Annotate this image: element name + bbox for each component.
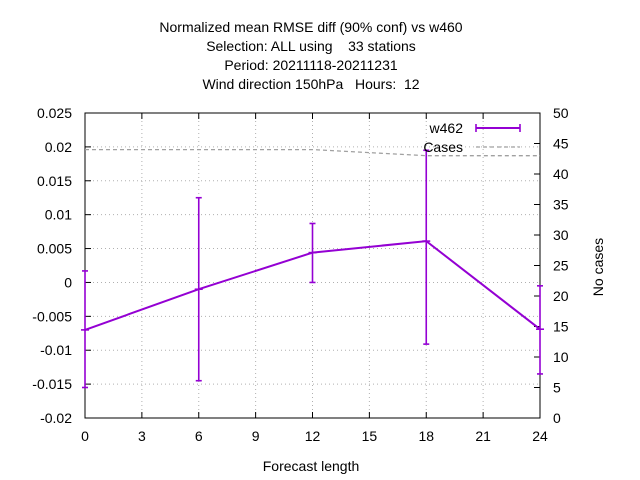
- title-line: Normalized mean RMSE diff (90% conf) vs …: [159, 19, 462, 35]
- x-tick-label: 0: [81, 428, 89, 444]
- y2-tick-label: 30: [553, 227, 569, 243]
- x-tick-label: 6: [195, 428, 203, 444]
- y2-tick-label: 10: [553, 349, 569, 365]
- chart-title: Normalized mean RMSE diff (90% conf) vs …: [159, 19, 462, 92]
- legend: w462 Cases: [423, 120, 521, 155]
- y2-axis: 0 5 10 15 20 25 30 35 40 45 50: [534, 105, 569, 426]
- title-line: Period: 20211118-20211231: [224, 57, 398, 73]
- y-tick-label: 0.005: [37, 241, 72, 257]
- y-tick-label: 0.01: [45, 207, 72, 223]
- x-axis: 0 3 6 9 12 15 18 21 24: [81, 113, 548, 444]
- title-line: Selection: ALL using 33 stations: [206, 38, 416, 54]
- x-tick-label: 15: [362, 428, 378, 444]
- y-tick-label: -0.02: [40, 410, 72, 426]
- y2-tick-label: 15: [553, 319, 569, 335]
- x-tick-label: 9: [252, 428, 260, 444]
- y-tick-label: -0.015: [32, 376, 72, 392]
- cases-line: [85, 148, 540, 157]
- y-tick-label: 0.02: [45, 139, 72, 155]
- y2-tick-label: 20: [553, 288, 569, 304]
- y2-axis-label: No cases: [590, 238, 606, 296]
- x-tick-label: 24: [532, 428, 548, 444]
- y2-tick-label: 35: [553, 197, 569, 213]
- y-tick-label: -0.01: [40, 342, 72, 358]
- y-tick-label: -0.005: [32, 308, 72, 324]
- y2-tick-label: 40: [553, 166, 569, 182]
- series-layer: [81, 148, 544, 389]
- y2-tick-label: 5: [553, 380, 561, 396]
- x-tick-label: 3: [138, 428, 146, 444]
- y2-tick-label: 45: [553, 136, 569, 152]
- y-tick-label: 0.015: [37, 173, 72, 189]
- title-line: Wind direction 150hPa Hours: 12: [202, 76, 419, 92]
- x-axis-label: Forecast length: [263, 458, 360, 474]
- y2-tick-label: 25: [553, 258, 569, 274]
- y-axis: -0.02 -0.015 -0.01 -0.005 0 0.005 0.01 0.015 0.0…: [32, 105, 91, 426]
- x-tick-label: 12: [305, 428, 321, 444]
- x-tick-label: 21: [475, 428, 491, 444]
- y-tick-label: 0.025: [37, 105, 72, 121]
- y2-tick-label: 0: [553, 410, 561, 426]
- legend-label-cases: Cases: [423, 139, 463, 155]
- y-tick-label: 0: [64, 274, 72, 290]
- x-tick-label: 18: [418, 428, 434, 444]
- legend-label-w462: w462: [429, 120, 464, 136]
- y2-tick-label: 50: [553, 105, 569, 121]
